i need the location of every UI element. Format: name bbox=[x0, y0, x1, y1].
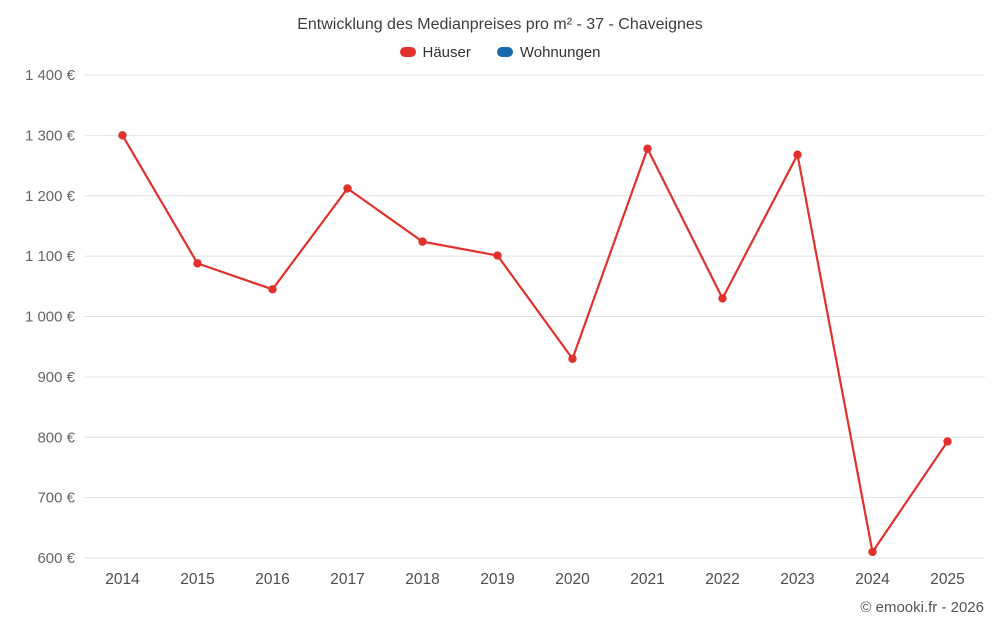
data-point-2021[interactable] bbox=[643, 144, 652, 153]
legend-item-wohnungen[interactable]: Wohnungen bbox=[496, 43, 601, 61]
data-point-2020[interactable] bbox=[568, 354, 577, 363]
data-point-2025[interactable] bbox=[943, 437, 952, 446]
legend-marker-häuser bbox=[399, 47, 416, 57]
data-point-2015[interactable] bbox=[193, 259, 202, 268]
x-axis-tick-label: 2014 bbox=[105, 571, 140, 588]
line-chart-plot-area: 600 € 700 € 800 € 900 € 1 000 € 1 100 € 1 200 … bbox=[25, 67, 985, 588]
x-axis-tick-label: 2025 bbox=[930, 571, 964, 588]
x-axis-tick-label: 2019 bbox=[480, 571, 514, 588]
x-axis-tick-label: 2021 bbox=[630, 571, 664, 588]
legend-item-häuser[interactable]: Häuser bbox=[399, 43, 471, 61]
y-axis-tick-label: 600 € bbox=[37, 550, 75, 567]
x-axis-tick-label: 2017 bbox=[330, 571, 364, 588]
x-axis-tick-label: 2016 bbox=[255, 571, 289, 588]
y-axis-tick-label: 900 € bbox=[37, 369, 75, 386]
data-point-2019[interactable] bbox=[493, 251, 502, 260]
x-axis-tick-label: 2018 bbox=[405, 571, 439, 588]
data-point-2014[interactable] bbox=[118, 131, 127, 140]
y-axis-tick-label: 1 100 € bbox=[25, 248, 76, 265]
legend-marker-wohnungen bbox=[496, 47, 513, 57]
y-axis-tick-label: 1 200 € bbox=[25, 188, 76, 205]
y-axis-tick-label: 1 300 € bbox=[25, 127, 76, 144]
data-point-2023[interactable] bbox=[793, 150, 802, 159]
x-axis-tick-label: 2023 bbox=[780, 571, 814, 588]
data-point-2022[interactable] bbox=[718, 294, 727, 303]
chart-title: Entwicklung des Medianpreises pro m² - 3… bbox=[297, 16, 703, 33]
credit-text: © emooki.fr - 2026 bbox=[860, 599, 984, 616]
x-axis-tick-label: 2022 bbox=[705, 571, 739, 588]
legend-label: Wohnungen bbox=[519, 43, 601, 61]
x-axis-tick-label: 2015 bbox=[180, 571, 214, 588]
chart-legend: Häuser Wohnungen bbox=[0, 41, 1000, 63]
data-point-2018[interactable] bbox=[418, 237, 427, 246]
y-axis-tick-label: 800 € bbox=[37, 429, 75, 446]
y-axis-tick-label: 1 400 € bbox=[25, 67, 76, 84]
data-point-2024[interactable] bbox=[868, 547, 877, 557]
series-line-häuser bbox=[121, 134, 949, 554]
data-point-2017[interactable] bbox=[343, 184, 352, 193]
x-axis-tick-label: 2020 bbox=[555, 571, 590, 588]
data-point-2016[interactable] bbox=[268, 285, 277, 294]
legend-label: Häuser bbox=[422, 43, 471, 61]
x-axis-tick-label: 2024 bbox=[855, 571, 890, 588]
y-axis-tick-label: 1 000 € bbox=[25, 309, 76, 326]
y-axis-tick-label: 700 € bbox=[37, 490, 75, 507]
